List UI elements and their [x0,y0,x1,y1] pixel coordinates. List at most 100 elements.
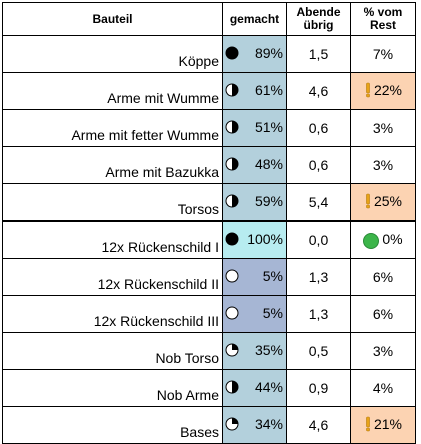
quarter-pie-icon [225,269,239,286]
table-row: Arme mit fetter Wumme 51% 0,6 3% [2,109,416,147]
table-row: Torsos 59% 5,4 25% [2,183,416,222]
quarter-pie-icon [225,83,239,100]
exclamation-flag-icon [364,416,372,435]
made-value: 59% [254,193,283,209]
cell-part: Arme mit fetter Wumme [2,109,223,147]
cell-rest: 25% [350,183,416,222]
made-value: 48% [254,156,283,172]
header-rest-label: % vom Rest [363,5,403,32]
rest-value: 3% [372,157,394,173]
made-value: 5% [262,305,283,321]
cell-made: 44% [222,369,287,407]
table-row: Arme mit Wumme 61% 4,6 22% [2,72,416,110]
cell-part: Köppe [2,35,223,73]
cell-made: 59% [222,183,287,222]
cell-rest: 7% [350,35,416,73]
cell-made: 100% [222,220,287,259]
header-remaining: Abende übrig [286,2,351,36]
header-made: gemacht [222,2,287,36]
cell-remaining: 0,6 [286,109,351,147]
table-body: Köppe 89% 1,5 7% Arme mit Wumme 61% 4,6 22% Arme… [2,35,416,444]
rest-value: 21% [373,415,403,432]
table-row: Bases 34% 4,6 21% [2,406,416,444]
cell-made: 51% [222,109,287,147]
cell-remaining: 4,6 [286,72,351,110]
cell-part: Arme mit Bazukka [2,146,223,184]
cell-remaining: 1,3 [286,258,351,296]
progress-table: Bauteil gemacht Abende übrig % vom Rest … [2,2,416,444]
quarter-pie-icon [225,232,239,249]
rest-value: 3% [372,343,394,359]
made-value: 61% [254,82,283,98]
cell-part: 12x Rückenschild I [2,220,223,259]
made-value: 5% [262,268,283,284]
cell-rest: 3% [350,146,416,184]
cell-made: 89% [222,35,287,73]
made-value: 100% [247,231,283,247]
table-row: Nob Arme 44% 0,9 4% [2,369,416,407]
cell-rest: 21% [350,406,416,444]
header-part: Bauteil [2,2,223,36]
made-value: 89% [254,45,283,61]
made-value: 35% [254,342,283,358]
exclamation-flag-icon [364,193,372,212]
quarter-pie-icon [225,380,239,397]
green-circle-icon [363,232,380,249]
cell-part: Nob Torso [2,332,223,370]
cell-remaining: 0,9 [286,369,351,407]
cell-rest: 4% [350,369,416,407]
rest-value: 25% [373,192,403,209]
cell-rest: 3% [350,109,416,147]
table-row: Nob Torso 35% 0,5 3% [2,332,416,370]
quarter-pie-icon [225,343,239,360]
cell-rest: 6% [350,295,416,333]
cell-made: 34% [222,406,287,444]
table-row: Köppe 89% 1,5 7% [2,35,416,73]
made-value: 51% [254,119,283,135]
cell-part: Arme mit Wumme [2,72,223,110]
table-row: 12x Rückenschild III 5% 1,3 6% [2,295,416,333]
cell-made: 48% [222,146,287,184]
rest-value: 6% [372,269,394,285]
rest-value: 0% [382,231,403,248]
table-row: 12x Rückenschild II 5% 1,3 6% [2,258,416,296]
cell-remaining: 0,6 [286,146,351,184]
rest-value: 6% [372,306,394,322]
rest-value: 4% [372,380,394,396]
header-row: Bauteil gemacht Abende übrig % vom Rest [2,2,416,36]
cell-made: 61% [222,72,287,110]
header-remaining-label: Abende übrig [296,5,341,32]
cell-part: Torsos [2,183,223,222]
cell-made: 5% [222,295,287,333]
cell-made: 5% [222,258,287,296]
quarter-pie-icon [225,306,239,323]
cell-remaining: 0,0 [286,220,351,259]
cell-rest: 0% [350,220,416,259]
cell-rest: 22% [350,72,416,110]
cell-rest: 3% [350,332,416,370]
quarter-pie-icon [225,120,239,137]
rest-value: 3% [372,120,394,136]
cell-remaining: 5,4 [286,183,351,222]
rest-value: 22% [373,81,403,98]
cell-remaining: 1,3 [286,295,351,333]
cell-rest: 6% [350,258,416,296]
quarter-pie-icon [225,157,239,174]
quarter-pie-icon [225,46,239,63]
header-rest: % vom Rest [350,2,416,36]
rest-value: 7% [372,46,394,62]
made-value: 44% [254,379,283,395]
made-value: 34% [254,416,283,432]
cell-part: Bases [2,406,223,444]
table-row: 12x Rückenschild I 100% 0,0 0% [2,220,416,259]
cell-part: 12x Rückenschild II [2,258,223,296]
cell-part: 12x Rückenschild III [2,295,223,333]
cell-part: Nob Arme [2,369,223,407]
exclamation-flag-icon [364,82,372,101]
cell-remaining: 4,6 [286,406,351,444]
quarter-pie-icon [225,417,239,434]
quarter-pie-icon [225,194,239,211]
cell-remaining: 1,5 [286,35,351,73]
table-row: Arme mit Bazukka 48% 0,6 3% [2,146,416,184]
cell-remaining: 0,5 [286,332,351,370]
